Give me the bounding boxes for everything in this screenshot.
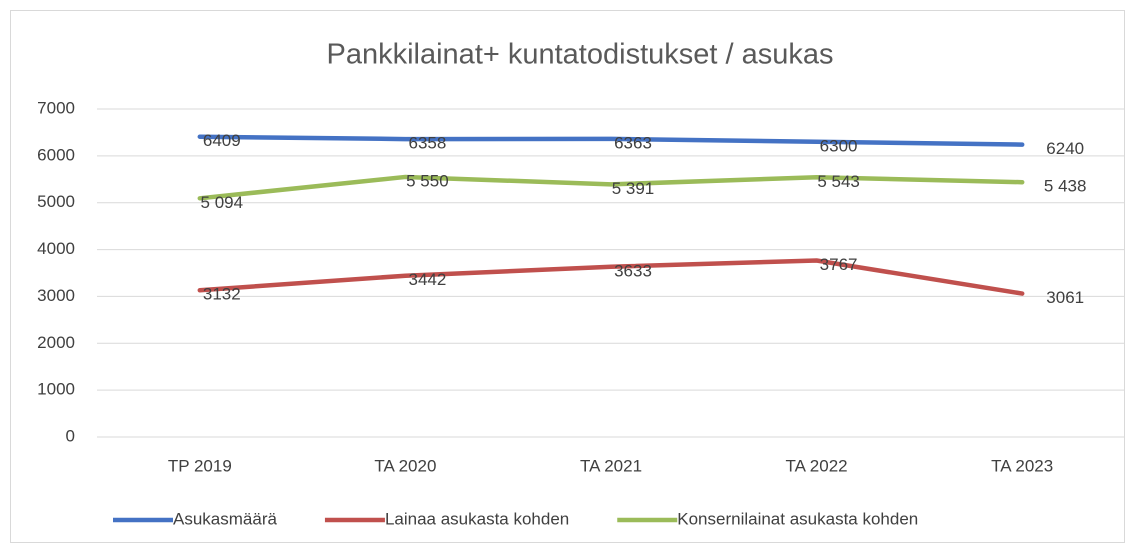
- y-tick-label: 0: [66, 426, 75, 445]
- series-line: [197, 258, 1025, 296]
- x-tick-label: TP 2019: [168, 456, 232, 475]
- chart-title: Pankkilainat+ kuntatodistukset / asukas: [327, 39, 834, 71]
- y-tick-label: 3000: [37, 286, 75, 305]
- data-label: 6240: [1046, 139, 1084, 158]
- y-tick-label: 5000: [37, 192, 75, 211]
- y-tick-label: 7000: [37, 98, 75, 117]
- series-line: [197, 174, 1025, 201]
- y-tick-label: 6000: [37, 145, 75, 164]
- data-label: 3442: [408, 270, 446, 289]
- data-label: 3767: [820, 255, 858, 274]
- data-label: 3061: [1046, 288, 1084, 307]
- legend-label: Lainaa asukasta kohden: [385, 509, 569, 528]
- x-tick-label: TA 2022: [786, 456, 848, 475]
- y-tick-label: 1000: [37, 380, 75, 399]
- data-label: 6300: [820, 136, 858, 155]
- data-label: 3633: [614, 261, 652, 280]
- y-tick-label: 4000: [37, 239, 75, 258]
- x-tick-label: TA 2021: [580, 456, 642, 475]
- chart-border: [10, 10, 1125, 543]
- legend-label: Asukasmäärä: [173, 509, 277, 528]
- legend-label: Konsernilainat asukasta kohden: [677, 509, 918, 528]
- data-label: 5 543: [817, 172, 860, 191]
- x-tick-label: TA 2020: [374, 456, 436, 475]
- data-label: 6363: [614, 133, 652, 152]
- data-label: 5 550: [406, 171, 449, 190]
- data-label: 5 438: [1044, 177, 1087, 196]
- series-line: [197, 134, 1025, 147]
- data-label: 5 391: [612, 179, 655, 198]
- y-tick-label: 2000: [37, 333, 75, 352]
- data-label: 6409: [203, 131, 241, 150]
- data-label: 6358: [408, 134, 446, 153]
- x-tick-label: TA 2023: [991, 456, 1053, 475]
- data-label: 3132: [203, 285, 241, 304]
- data-label: 5 094: [201, 193, 244, 212]
